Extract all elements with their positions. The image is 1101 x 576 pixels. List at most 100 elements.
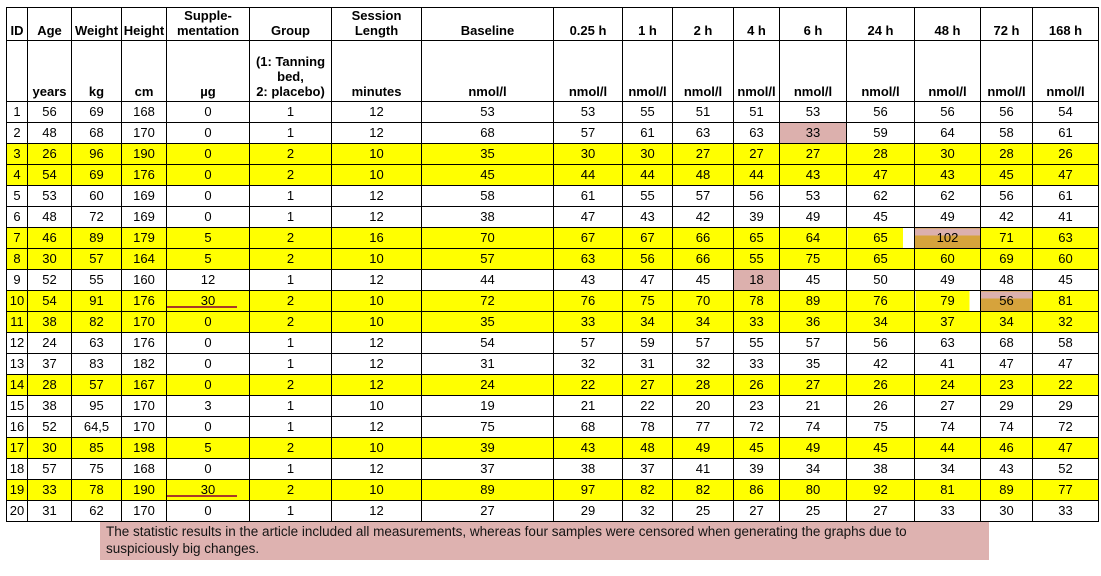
table-cell[interactable]: 4 xyxy=(6,164,28,186)
table-cell[interactable]: 28 xyxy=(27,374,72,396)
table-cell[interactable]: 12 xyxy=(331,353,422,375)
table-cell[interactable]: 77 xyxy=(1032,479,1099,501)
table-cell[interactable]: 45 xyxy=(846,206,915,228)
table-cell[interactable]: 182 xyxy=(121,353,167,375)
table-cell[interactable]: 12 xyxy=(331,206,422,228)
table-cell[interactable]: 12 xyxy=(331,416,422,438)
table-cell[interactable]: 45 xyxy=(421,164,554,186)
table-cell[interactable]: 1 xyxy=(249,332,332,354)
table-cell[interactable]: 52 xyxy=(1032,458,1099,480)
column-unit[interactable]: nmol/l xyxy=(553,40,623,102)
table-cell[interactable]: 72 xyxy=(733,416,780,438)
table-cell[interactable]: 63 xyxy=(1032,227,1099,249)
table-cell[interactable]: 97 xyxy=(553,479,623,501)
table-cell[interactable]: 9 xyxy=(6,269,28,291)
table-cell[interactable]: 45 xyxy=(672,269,734,291)
table-cell[interactable]: 96 xyxy=(71,143,122,165)
table-cell[interactable]: 0 xyxy=(166,143,250,165)
table-cell[interactable]: 65 xyxy=(846,227,915,249)
table-cell[interactable]: 2 xyxy=(249,311,332,333)
table-cell[interactable]: 82 xyxy=(672,479,734,501)
table-cell[interactable]: 43 xyxy=(779,164,847,186)
table-cell[interactable]: 24 xyxy=(27,332,72,354)
table-cell[interactable]: 27 xyxy=(914,395,981,417)
table-cell[interactable]: 35 xyxy=(421,143,554,165)
table-cell[interactable]: 55 xyxy=(733,248,780,270)
table-cell[interactable]: 34 xyxy=(846,311,915,333)
table-cell[interactable]: 53 xyxy=(779,101,847,123)
table-cell[interactable]: 2 xyxy=(249,143,332,165)
table-cell[interactable]: 2 xyxy=(249,164,332,186)
table-cell[interactable]: 72 xyxy=(71,206,122,228)
table-cell[interactable]: 56 xyxy=(980,290,1033,312)
table-cell[interactable]: 1 xyxy=(249,185,332,207)
table-cell[interactable]: 2 xyxy=(249,437,332,459)
table-cell[interactable]: 58 xyxy=(421,185,554,207)
table-cell[interactable]: 61 xyxy=(1032,122,1099,144)
table-cell[interactable]: 53 xyxy=(421,101,554,123)
table-cell[interactable]: 30 xyxy=(27,248,72,270)
table-cell[interactable]: 47 xyxy=(980,353,1033,375)
table-cell[interactable]: 45 xyxy=(733,437,780,459)
table-cell[interactable]: 12 xyxy=(331,122,422,144)
table-cell[interactable]: 74 xyxy=(914,416,981,438)
table-cell[interactable]: 79 xyxy=(914,290,981,312)
column-header[interactable]: 48 h xyxy=(914,7,981,41)
table-cell[interactable]: 28 xyxy=(672,374,734,396)
table-cell[interactable]: 63 xyxy=(553,248,623,270)
table-cell[interactable]: 56 xyxy=(733,185,780,207)
table-cell[interactable]: 32 xyxy=(622,500,673,522)
table-cell[interactable]: 31 xyxy=(421,353,554,375)
table-cell[interactable]: 92 xyxy=(846,479,915,501)
table-cell[interactable]: 39 xyxy=(421,437,554,459)
table-cell[interactable]: 34 xyxy=(622,311,673,333)
table-cell[interactable]: 1 xyxy=(249,500,332,522)
table-cell[interactable]: 10 xyxy=(331,290,422,312)
table-cell[interactable]: 2 xyxy=(249,374,332,396)
table-cell[interactable]: 56 xyxy=(980,101,1033,123)
table-cell[interactable]: 30 xyxy=(166,479,250,501)
table-cell[interactable]: 41 xyxy=(914,353,981,375)
table-cell[interactable]: 81 xyxy=(1032,290,1099,312)
table-cell[interactable]: 0 xyxy=(166,332,250,354)
table-cell[interactable]: 37 xyxy=(622,458,673,480)
table-cell[interactable]: 31 xyxy=(27,500,72,522)
column-header[interactable]: 1 h xyxy=(622,7,673,41)
table-cell[interactable]: 5 xyxy=(166,248,250,270)
table-cell[interactable]: 89 xyxy=(421,479,554,501)
table-cell[interactable]: 67 xyxy=(622,227,673,249)
table-cell[interactable]: 70 xyxy=(672,290,734,312)
table-cell[interactable]: 56 xyxy=(914,101,981,123)
table-cell[interactable]: 43 xyxy=(980,458,1033,480)
column-unit[interactable]: nmol/l xyxy=(980,40,1033,102)
table-cell[interactable]: 75 xyxy=(71,458,122,480)
table-cell[interactable]: 6 xyxy=(6,206,28,228)
table-cell[interactable]: 3 xyxy=(6,143,28,165)
table-cell[interactable]: 69 xyxy=(71,164,122,186)
table-cell[interactable]: 7 xyxy=(6,227,28,249)
table-cell[interactable]: 56 xyxy=(846,332,915,354)
table-cell[interactable]: 58 xyxy=(1032,332,1099,354)
table-cell[interactable]: 12 xyxy=(331,185,422,207)
table-cell[interactable]: 49 xyxy=(779,437,847,459)
table-cell[interactable]: 21 xyxy=(553,395,623,417)
table-cell[interactable]: 44 xyxy=(914,437,981,459)
table-cell[interactable]: 83 xyxy=(71,353,122,375)
table-cell[interactable]: 42 xyxy=(980,206,1033,228)
column-unit[interactable]: nmol/l xyxy=(672,40,734,102)
table-cell[interactable]: 62 xyxy=(71,500,122,522)
table-cell[interactable]: 34 xyxy=(980,311,1033,333)
table-cell[interactable]: 102 xyxy=(914,227,981,249)
table-cell[interactable]: 23 xyxy=(980,374,1033,396)
table-cell[interactable]: 78 xyxy=(733,290,780,312)
table-cell[interactable]: 45 xyxy=(1032,269,1099,291)
column-unit[interactable]: nmol/l xyxy=(622,40,673,102)
table-cell[interactable]: 28 xyxy=(846,143,915,165)
table-cell[interactable]: 2 xyxy=(6,122,28,144)
table-cell[interactable]: 12 xyxy=(6,332,28,354)
table-cell[interactable]: 198 xyxy=(121,437,167,459)
table-cell[interactable]: 64,5 xyxy=(71,416,122,438)
column-header[interactable]: Weight xyxy=(71,7,122,41)
table-cell[interactable]: 69 xyxy=(980,248,1033,270)
table-cell[interactable]: 26 xyxy=(846,395,915,417)
